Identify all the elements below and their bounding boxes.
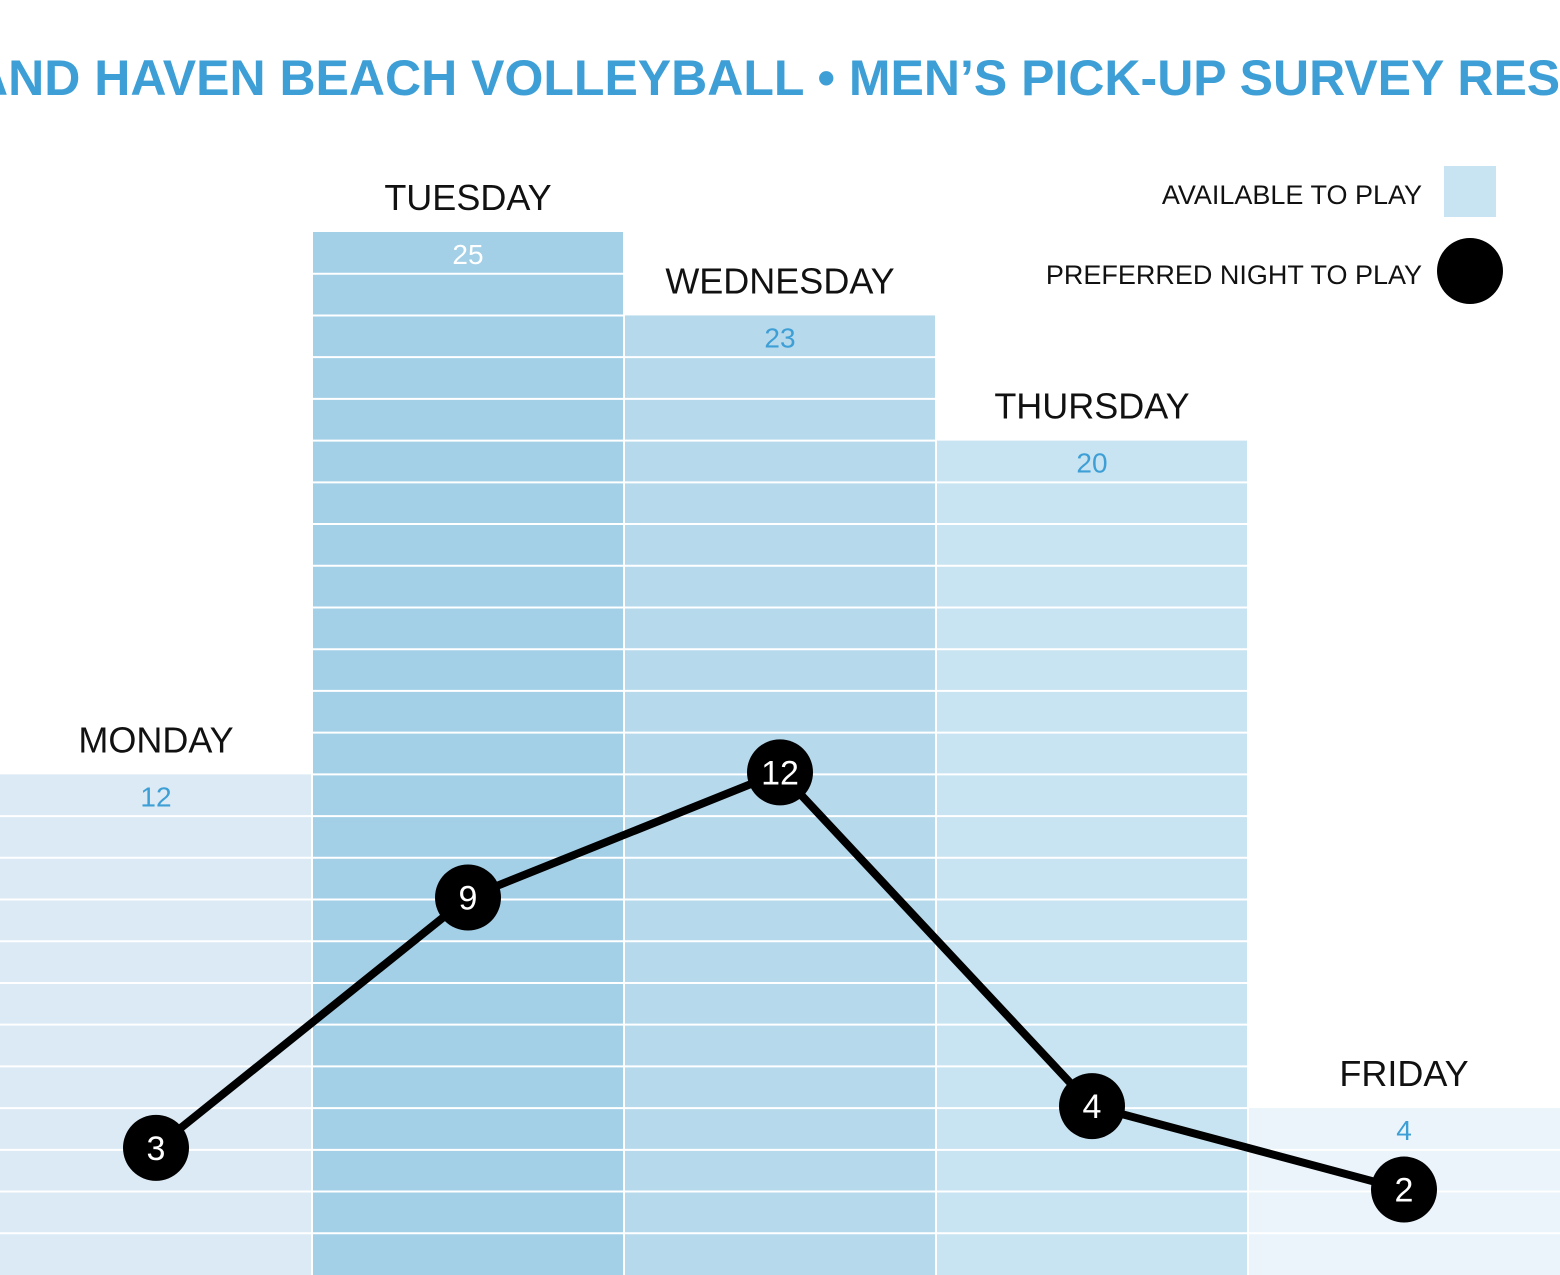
- labels-layer: MONDAY 12 TUESDAY 25 WEDNESDAY 23 THURSDAY 20 FR…: [78, 177, 1468, 1146]
- bar-value-label: 12: [140, 781, 171, 812]
- bar-value-label: 23: [764, 322, 795, 353]
- preferred-point-wednesday: [747, 739, 813, 806]
- day-label-friday: FRIDAY: [1339, 1053, 1468, 1094]
- day-label-wednesday: WEDNESDAY: [665, 260, 894, 301]
- bar-value-label: 25: [452, 239, 483, 270]
- day-label-monday: MONDAY: [78, 719, 233, 760]
- preferred-point-monday: [123, 1114, 189, 1181]
- legend-preferred-label: PREFERRED NIGHT TO PLAY: [1046, 260, 1422, 290]
- chart-title: GRAND HAVEN BEACH VOLLEYBALL • MEN’S PIC…: [0, 50, 1560, 106]
- bar-value-label: 4: [1396, 1115, 1412, 1146]
- preferred-point-label: 4: [1083, 1088, 1102, 1126]
- preferred-point-friday: [1371, 1156, 1437, 1223]
- bar-tuesday: [313, 232, 623, 1275]
- preferred-point-tuesday: [435, 864, 501, 931]
- legend: AVAILABLE TO PLAY PREFERRED NIGHT TO PLA…: [1046, 166, 1503, 304]
- preferred-point-label: 3: [147, 1130, 166, 1168]
- preferred-point-thursday: [1059, 1073, 1125, 1140]
- preferred-point-label: 2: [1395, 1172, 1414, 1210]
- bar-value-label: 20: [1076, 448, 1107, 479]
- preferred-point-label: 9: [459, 880, 478, 918]
- legend-available-label: AVAILABLE TO PLAY: [1162, 180, 1422, 210]
- legend-available-swatch: [1444, 166, 1496, 217]
- points-layer: 3 9 12 4 2: [123, 739, 1437, 1223]
- day-label-tuesday: TUESDAY: [384, 177, 551, 218]
- day-label-thursday: THURSDAY: [994, 386, 1189, 427]
- legend-preferred-swatch: [1437, 238, 1503, 304]
- preferred-point-label: 12: [761, 754, 799, 792]
